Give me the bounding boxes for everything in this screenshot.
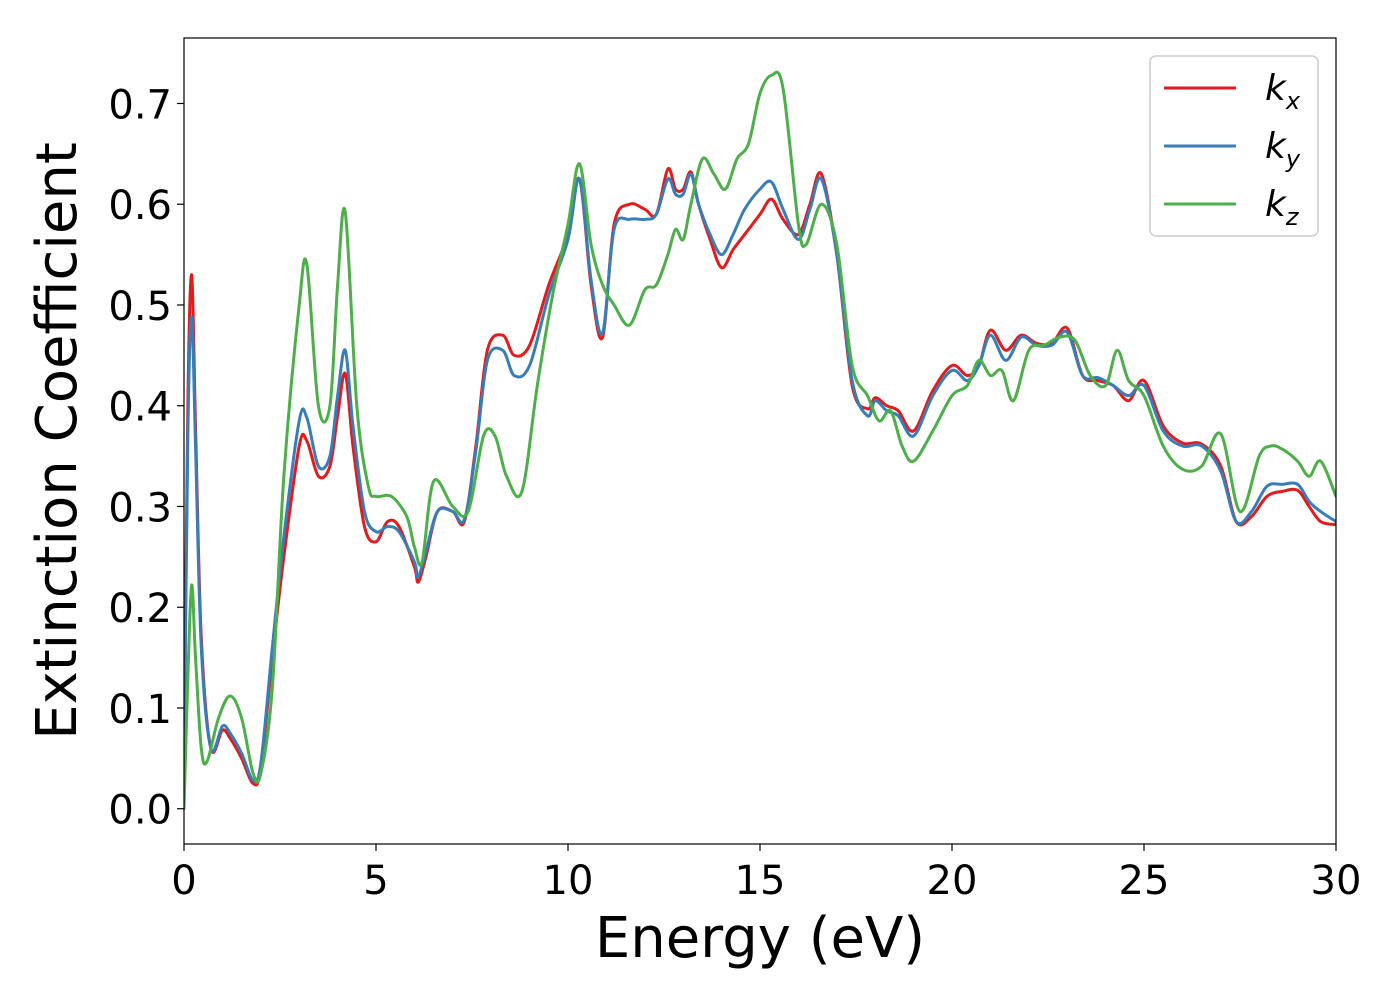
- plot-area: [184, 38, 1336, 844]
- y-tick-label: 0.4: [108, 385, 172, 431]
- legend-label-subscript: x: [1285, 87, 1301, 115]
- y-tick-label: 0.2: [108, 586, 172, 632]
- x-axis-label: Energy (eV): [595, 906, 925, 971]
- legend-label-kz: kz: [1265, 184, 1300, 231]
- legend-label-ky: ky: [1265, 126, 1301, 173]
- legend-label-subscript: z: [1285, 203, 1300, 231]
- y-tick-label: 0.3: [108, 485, 172, 531]
- x-tick-label: 0: [171, 858, 196, 904]
- y-axis-label: Extinction Coefficient: [25, 142, 90, 740]
- y-tick-label: 0.0: [108, 788, 172, 834]
- x-tick-label: 5: [363, 858, 388, 904]
- series-lines: [184, 70, 1336, 811]
- legend-label-base: k: [1265, 68, 1288, 109]
- x-axis: 0 5 10 15 20 25 30: [171, 844, 1361, 904]
- series-line-kz: [184, 70, 1336, 811]
- legend-label-base: k: [1265, 184, 1288, 225]
- legend-label-kx: kx: [1265, 68, 1301, 115]
- legend-label-base: k: [1265, 126, 1288, 167]
- y-tick-label: 0.6: [108, 183, 172, 229]
- x-tick-label: 10: [543, 858, 594, 904]
- x-tick-label: 15: [735, 858, 786, 904]
- y-tick-label: 0.1: [108, 687, 172, 733]
- x-tick-label: 20: [927, 858, 978, 904]
- x-tick-label: 25: [1119, 858, 1170, 904]
- x-tick-label: 30: [1311, 858, 1362, 904]
- y-tick-label: 0.5: [108, 284, 172, 330]
- y-tick-label: 0.7: [108, 82, 172, 128]
- series-line-ky: [184, 172, 1336, 791]
- y-axis: 0.0 0.1 0.2 0.3 0.4 0.5 0.6 0.7: [108, 82, 184, 834]
- legend-label-subscript: y: [1285, 145, 1301, 173]
